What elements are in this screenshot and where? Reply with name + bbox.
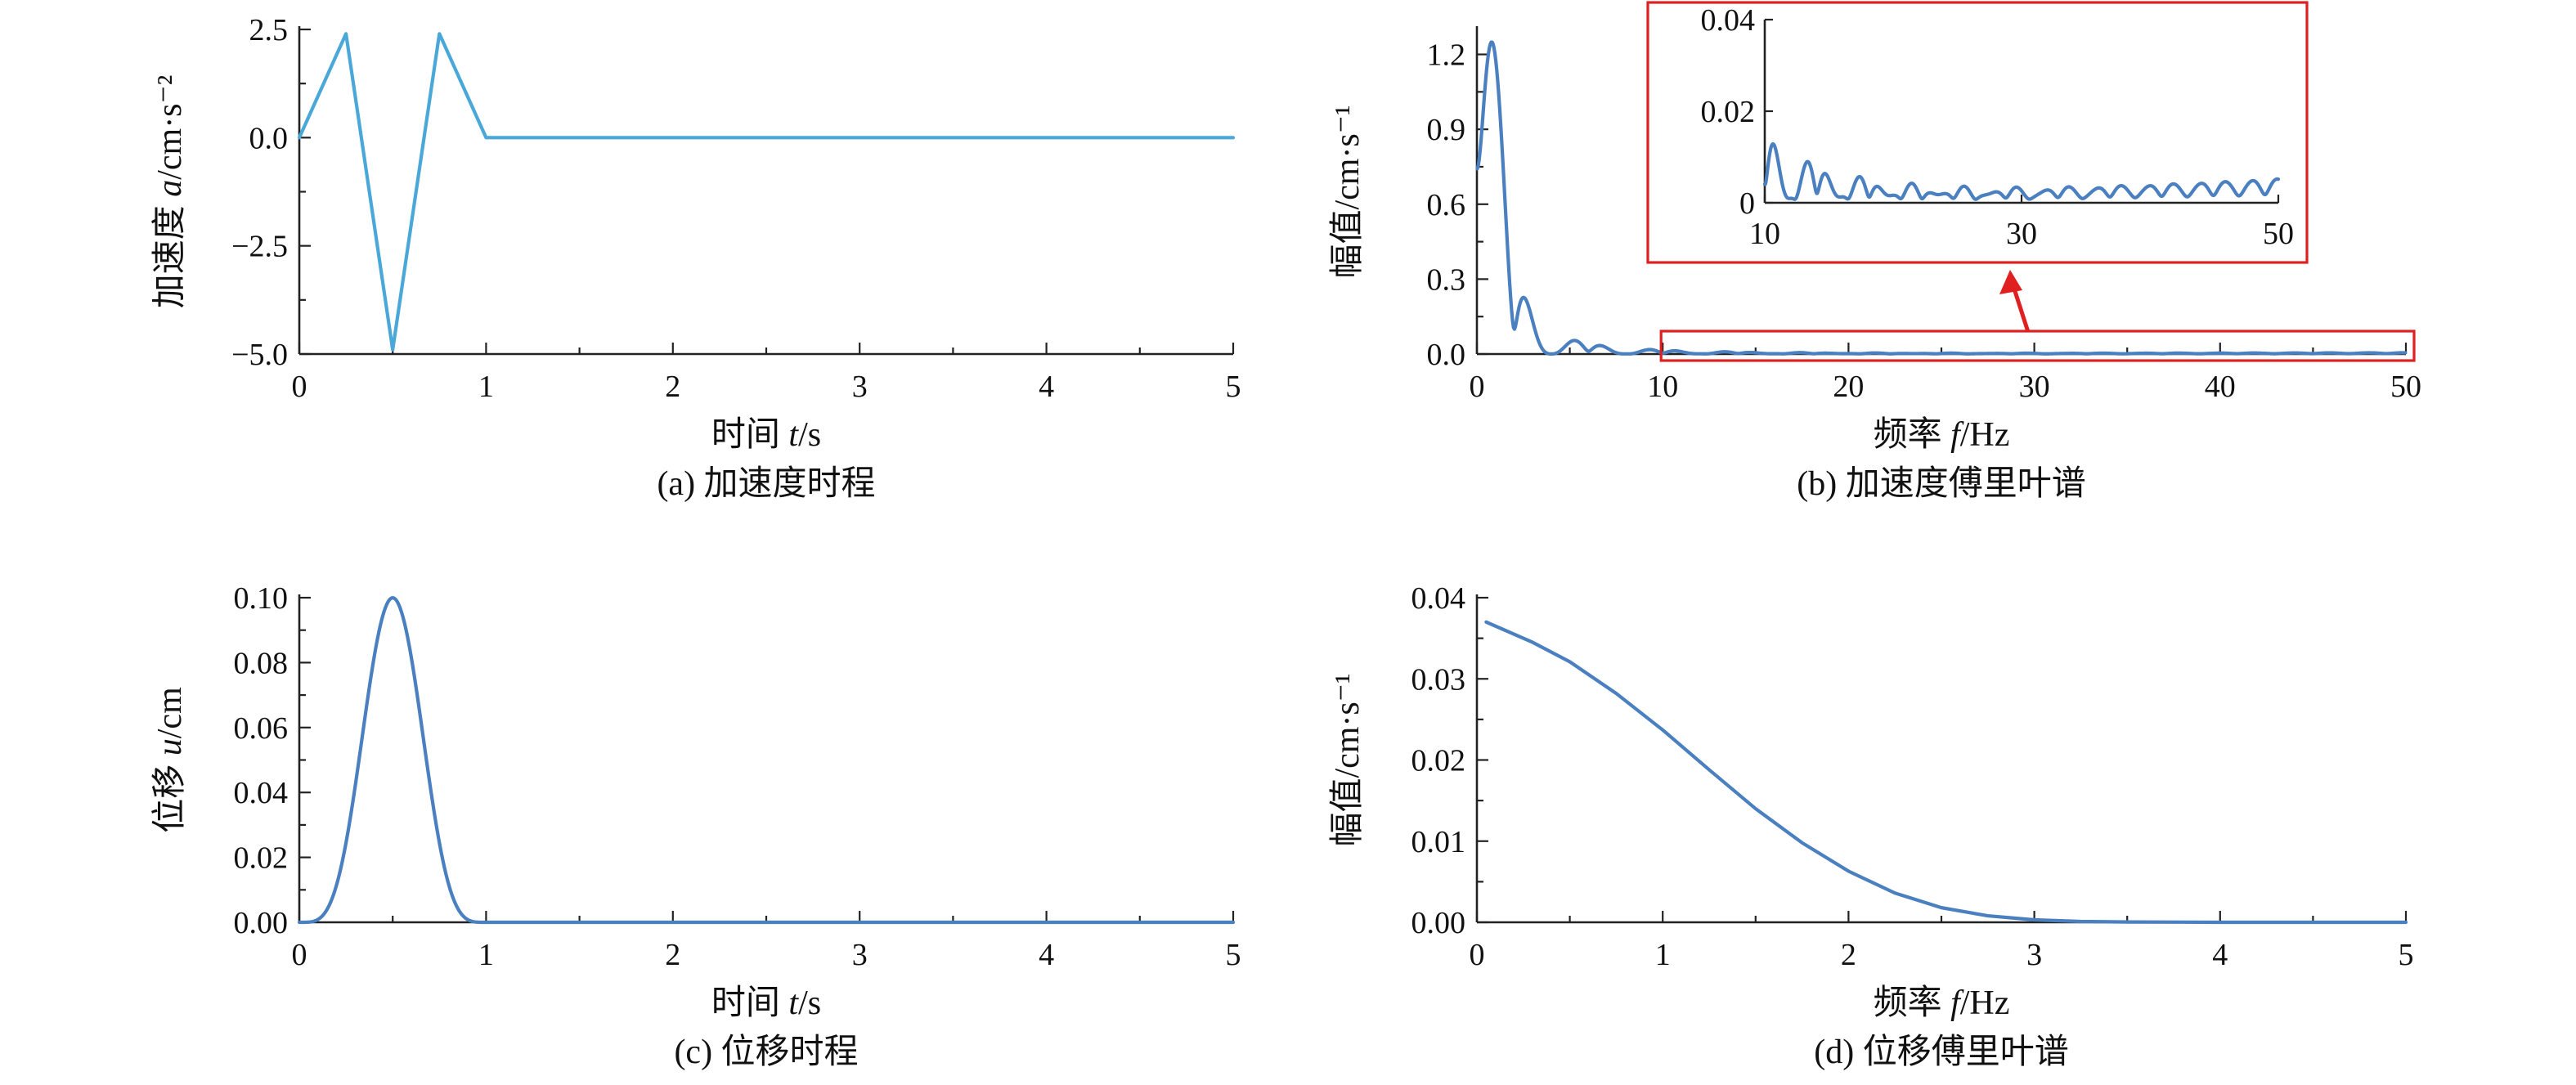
x-tick-label: 4 — [1039, 370, 1054, 404]
panel-b: 0 10 20 30 40 500.00.30.60.91.2频率 f/Hz幅值/cm·s… — [1329, 1, 2421, 503]
x-tick-label: 10 — [1647, 370, 1678, 404]
panel-d: 0 1 2 3 4 5 0.00 0.01 0.02 0.03 0.04 频率 f/Hz 幅值/cm·s… — [1329, 581, 2414, 1071]
y-axis-label: 幅值/cm·s⁻¹ — [1329, 673, 1367, 846]
inset-x-tick-label: 50 — [2263, 217, 2294, 251]
panel-a: 0 1 2 3 4 5 −5.0 −2.5 0.0 2.5 时间 t/s 加速度 a/cm·s⁻² (a… — [151, 13, 1241, 503]
y-tick-label: 0.0 — [249, 121, 289, 155]
inset-y-tick-label: 0.02 — [1701, 95, 1756, 129]
x-tick-label: 30 — [2019, 370, 2050, 404]
y-tick-label: 0.08 — [234, 646, 289, 680]
x-axis-label: 频率 f/Hz — [1874, 984, 2010, 1022]
y-axis-label-part: /cm·s⁻² — [151, 75, 189, 180]
x-tick-label: 5 — [1226, 938, 1241, 972]
panel-caption: (c) 位移时程 — [674, 1033, 858, 1071]
x-tick-label: 4 — [1039, 938, 1054, 972]
y-tick-label: 1.2 — [1427, 38, 1466, 73]
y-tick-label: 0.00 — [234, 906, 289, 940]
x-axis-label-part: t — [788, 416, 799, 454]
x-tick-label: 5 — [1226, 370, 1241, 404]
x-axis-label-part: /Hz — [1960, 416, 2010, 454]
x-tick-label: 0 — [1470, 370, 1485, 404]
x-tick-label: 0 — [292, 938, 307, 972]
zoom-arrow-head — [1999, 270, 2022, 294]
acceleration-spectrum-line — [1475, 40, 2408, 356]
x-tick-label: 2 — [1841, 938, 1856, 972]
x-tick-label: 1 — [478, 938, 494, 972]
inset-x-tick-label: 30 — [2006, 217, 2037, 251]
y-axis-label-part: a — [151, 180, 189, 197]
panel-caption: (d) 位移傅里叶谱 — [1814, 1033, 2068, 1071]
y-tick-label: 0.02 — [234, 841, 289, 876]
y-axis-label-part: 位移 — [150, 755, 189, 833]
y-tick-label: 0.10 — [234, 581, 289, 616]
x-tick-label: 0 — [1470, 938, 1485, 972]
x-tick-label: 50 — [2390, 370, 2421, 404]
y-tick-label: 0.6 — [1427, 188, 1466, 222]
x-tick-label: 0 — [292, 370, 307, 404]
panel-b-inset: 10 30 50 0 0.02 0.04 — [1701, 3, 2295, 251]
x-axis-label: 时间 t/s — [711, 984, 821, 1022]
x-tick-label: 3 — [852, 370, 868, 404]
inset-y-tick-label: 0.04 — [1701, 3, 1756, 38]
displacement-spectrum-line — [1484, 620, 2408, 925]
panel-caption: (b) 加速度傅里叶谱 — [1797, 465, 2085, 503]
inset-frame — [1646, 1, 2309, 264]
x-axis-label: 时间 t/s — [711, 416, 821, 454]
x-axis-label-part: t — [788, 984, 799, 1022]
y-axis-label: 加速度 a/cm·s⁻² — [151, 75, 189, 309]
x-tick-label: 3 — [852, 938, 868, 972]
inset-y-tick-label: 0 — [1739, 186, 1755, 221]
y-tick-label: 0.9 — [1427, 113, 1466, 147]
y-axis-label-part: 加速度 — [151, 197, 189, 309]
x-axis-label-part: 时间 — [711, 984, 789, 1022]
acceleration-series-line — [297, 32, 1236, 352]
y-tick-label: 0.0 — [1427, 338, 1466, 372]
panel-caption: (a) 加速度时程 — [657, 465, 875, 503]
x-tick-label: 2 — [665, 938, 680, 972]
displacement-series-line — [297, 596, 1236, 925]
y-tick-label: 0.3 — [1427, 262, 1466, 297]
x-axis-label-part: 时间 — [711, 416, 789, 454]
y-tick-label: 0.04 — [234, 776, 289, 810]
zoom-region-highlight — [1659, 330, 2416, 362]
y-axis-label-part: 幅值/cm·s⁻¹ — [1329, 673, 1367, 846]
x-axis-label-part: 频率 — [1874, 415, 1951, 454]
x-tick-label: 3 — [2026, 938, 2042, 972]
y-axis-label: 位移 u/cm — [150, 687, 189, 833]
y-tick-label: 0.00 — [1411, 906, 1466, 940]
y-tick-label: 2.5 — [249, 13, 289, 47]
x-tick-label: 20 — [1833, 370, 1864, 404]
y-tick-label: −5.0 — [231, 338, 288, 372]
inset-x-tick-label: 10 — [1749, 217, 1780, 251]
inset-spectrum-line — [1762, 141, 2281, 201]
x-tick-label: 2 — [665, 370, 680, 404]
y-tick-label: 0.02 — [1411, 744, 1466, 778]
x-axis-label-part: /s — [798, 984, 821, 1022]
x-tick-label: 4 — [2212, 938, 2228, 972]
zoom-arrow-shaft — [2011, 285, 2031, 333]
y-tick-label: 0.01 — [1411, 825, 1466, 859]
y-tick-label: −2.5 — [231, 230, 288, 264]
x-tick-label: 40 — [2205, 370, 2236, 404]
y-tick-label: 0.06 — [234, 711, 289, 746]
y-axis-label-part: 幅值/cm·s⁻¹ — [1329, 105, 1367, 278]
y-axis-label-part: u — [151, 738, 189, 755]
y-tick-label: 0.03 — [1411, 662, 1466, 697]
x-tick-label: 1 — [478, 370, 494, 404]
x-tick-label: 1 — [1655, 938, 1671, 972]
panel-c: 0 1 2 3 4 5 0.00 0.02 0.04 0.06 0.08 0.10 时间 t/s 位移 u… — [150, 581, 1241, 1071]
x-tick-label: 5 — [2399, 938, 2414, 972]
x-axis-label-part: /s — [798, 416, 821, 454]
y-tick-label: 0.04 — [1411, 581, 1466, 616]
y-axis-label-part: /cm — [151, 687, 189, 738]
y-axis-label: 幅值/cm·s⁻¹ — [1329, 105, 1367, 278]
x-axis-label: 频率 f/Hz — [1874, 415, 2010, 454]
x-axis-label-part: /Hz — [1960, 984, 2010, 1022]
x-axis-label-part: 频率 — [1874, 984, 1951, 1022]
